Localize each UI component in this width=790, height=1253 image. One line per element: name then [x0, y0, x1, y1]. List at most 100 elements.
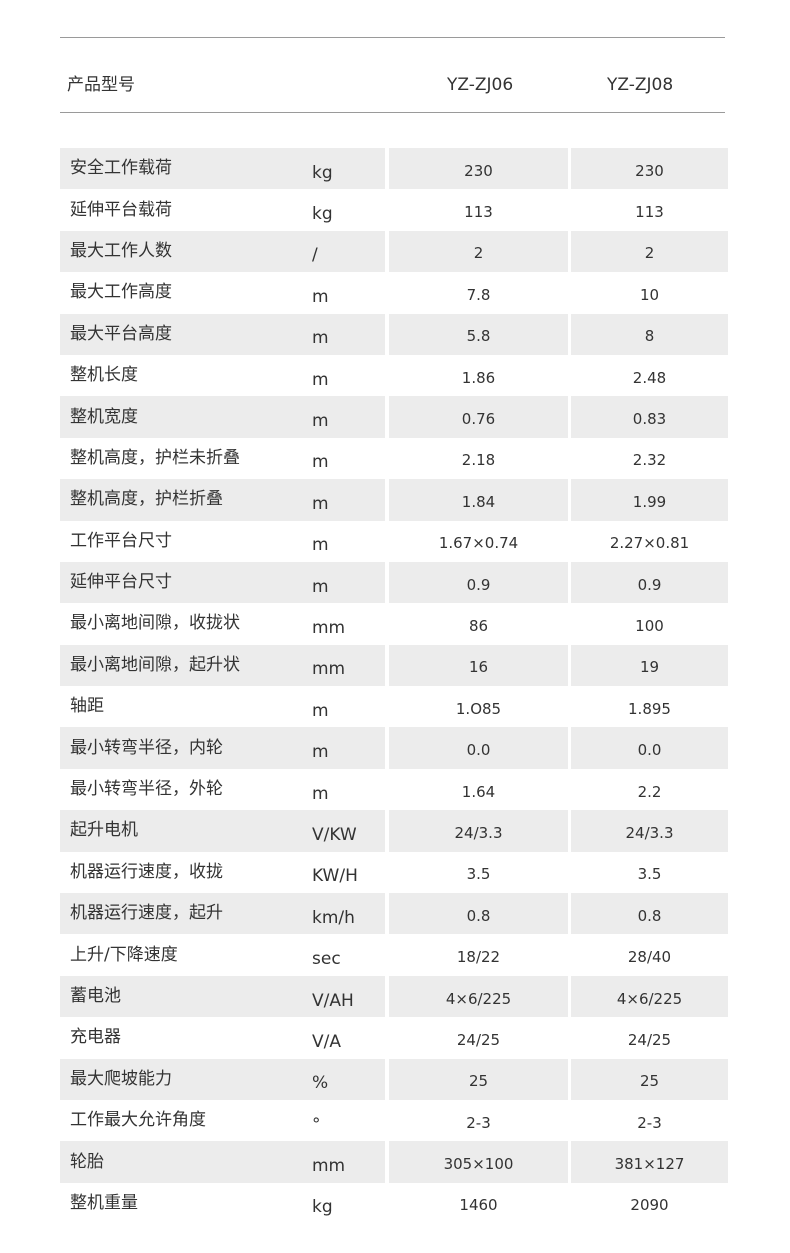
spec-name-cell: 整机高度，护栏折叠 m — [60, 479, 385, 521]
spec-value-model-2: 2.27×0.81 — [609, 534, 690, 553]
spec-name-cell: 机器运行速度，收拢 KW/H — [60, 852, 385, 893]
spec-row: 起升电机 V/KW 24/3.3 24/3.3 — [60, 810, 728, 852]
spec-name-cell: 最大平台高度 m — [60, 313, 385, 355]
spec-unit: m — [312, 700, 329, 721]
spec-unit: m — [312, 783, 329, 804]
spec-name: 整机长度 — [70, 365, 138, 386]
spec-name: 整机宽度 — [70, 406, 138, 427]
spec-name-cell: 延伸平台尺寸 m — [60, 561, 385, 604]
spec-name: 轮胎 — [70, 1151, 104, 1172]
spec-unit: / — [312, 245, 318, 266]
spec-unit: KW/H — [312, 866, 358, 887]
spec-value-model-2: 0.8 — [571, 893, 728, 935]
spec-value-model-2: 4×6/225 — [571, 975, 728, 1018]
spec-value-model-1: 0.9 — [389, 561, 568, 604]
spec-row: 最大爬坡能力% 25 25 — [60, 1058, 728, 1100]
spec-name-cell: 工作平台尺寸 m — [60, 521, 385, 562]
spec-value-model-1: 0.8 — [389, 893, 568, 935]
spec-value-model-1: 1.64 — [461, 782, 496, 801]
spec-value-model-1: 1.O85 — [455, 699, 502, 718]
spec-value-model-1: 0.0 — [389, 727, 568, 769]
spec-name-cell: 最大工作人数 / — [60, 230, 385, 273]
spec-name-cell: 工作最大允许角度 ° — [60, 1100, 385, 1141]
spec-value-model-1: 24/25 — [456, 1030, 501, 1049]
spec-name: 充电器 — [70, 1027, 121, 1048]
spec-name: 起升电机 — [70, 820, 138, 841]
spec-row: 整机宽度 m 0.76 0.83 — [60, 396, 728, 438]
spec-unit: m — [312, 493, 329, 514]
spec-unit: mm — [312, 659, 346, 680]
spec-value-model-1: 2 — [389, 230, 568, 273]
spec-row: 最小转弯半径，内轮 m 0.0 0.0 — [60, 727, 728, 769]
header-divider — [60, 112, 725, 113]
spec-table: 安全工作载荷 kg 230 230 延伸平台载荷 kg 113 113 最大工作人数/2 2 最大工… — [60, 148, 728, 1224]
spec-value-model-2: 2.32 — [632, 451, 667, 470]
spec-name: 上升/下降速度 — [70, 944, 178, 965]
spec-name: 机器运行速度，起升 — [70, 903, 223, 924]
spec-name-cell: 最小离地间隙，起升状 mm — [60, 644, 385, 687]
spec-row: 上升/下降速度 sec 18/22 28/40 — [60, 934, 728, 975]
spec-name: 延伸平台载荷 — [70, 199, 172, 220]
spec-row: 机器运行速度，收拢 KW/H 3.5 3.5 — [60, 852, 728, 893]
spec-row: 最小转弯半径，外轮 m 1.64 2.2 — [60, 769, 728, 810]
spec-name-cell: 最大工作高度 m — [60, 272, 385, 313]
spec-row: 延伸平台载荷 kg 113 113 — [60, 189, 728, 230]
spec-value-model-1: 24/3.3 — [389, 810, 568, 852]
spec-value-model-1: 1460 — [459, 1196, 498, 1215]
spec-value-model-1: 18/22 — [456, 948, 501, 967]
spec-row: 工作平台尺寸 m 1.67×0.74 2.27×0.81 — [60, 521, 728, 562]
spec-row: 安全工作载荷 kg 230 230 — [60, 148, 728, 190]
spec-row: 整机高度，护栏折叠 m 1.84 1.99 — [60, 479, 728, 521]
spec-name: 蓄电池 — [70, 986, 121, 1006]
spec-name: 最大爬坡能力 — [70, 1068, 172, 1089]
spec-name: 工作平台尺寸 — [70, 530, 172, 551]
spec-unit: % — [312, 1073, 329, 1094]
spec-name-cell: 蓄电池 V/AH — [60, 975, 385, 1018]
spec-name-cell: 整机长度 m — [60, 355, 385, 396]
spec-row: 机器运行速度，起升 km/h 0.8 0.8 — [60, 893, 728, 935]
spec-row: 轴距 m 1.O85 1.895 — [60, 686, 728, 727]
spec-name-cell: 轴距 m — [60, 686, 385, 727]
spec-value-model-2: 2 — [571, 230, 728, 273]
spec-value-model-2: 3.5 — [637, 865, 662, 884]
spec-value-model-1: 4×6/225 — [389, 975, 568, 1018]
spec-name: 整机高度，护栏折叠 — [70, 489, 223, 510]
spec-name-cell: 最大爬坡能力% — [60, 1058, 385, 1100]
spec-row: 整机重量 kg 1460 2090 — [60, 1183, 728, 1224]
spec-name-cell: 整机高度，护栏未折叠 m — [60, 438, 385, 479]
spec-name: 最小转弯半径，内轮 — [70, 737, 223, 758]
spec-value-model-2: 25 — [571, 1058, 728, 1100]
spec-value-model-2: 230 — [571, 148, 728, 190]
spec-value-model-1: 0.76 — [389, 396, 568, 438]
spec-row: 整机长度 m 1.86 2.48 — [60, 355, 728, 396]
spec-value-model-2: 28/40 — [627, 948, 672, 967]
spec-name: 整机高度，护栏未折叠 — [70, 447, 240, 468]
spec-value-model-2: 0.9 — [571, 561, 728, 604]
spec-value-model-1: 113 — [464, 203, 493, 222]
spec-unit: V/KW — [312, 824, 357, 845]
spec-row: 最大工作高度 m 7.8 10 — [60, 272, 728, 313]
spec-name-cell: 最小离地间隙，收拢状 mm — [60, 603, 385, 644]
spec-unit: kg — [312, 1197, 333, 1218]
spec-value-model-2: 1.895 — [628, 699, 671, 718]
spec-value-model-2: 24/3.3 — [571, 810, 728, 852]
spec-name: 轴距 — [70, 696, 104, 717]
spec-value-model-2: 19 — [571, 644, 728, 687]
spec-value-model-2: 2-3 — [637, 1113, 662, 1132]
spec-unit: kg — [312, 162, 333, 183]
spec-name: 最小离地间隙，起升状 — [70, 654, 240, 675]
spec-name: 最大工作人数 — [70, 240, 172, 261]
spec-value-model-2: 113 — [635, 203, 664, 222]
spec-unit: m — [312, 452, 329, 473]
spec-unit: mm — [312, 617, 346, 638]
spec-unit: m — [312, 328, 329, 349]
spec-name-cell: 起升电机 V/KW — [60, 810, 385, 852]
spec-name-cell: 延伸平台载荷 kg — [60, 189, 385, 230]
spec-unit: sec — [312, 949, 341, 970]
spec-value-model-1: 25 — [389, 1058, 568, 1100]
spec-unit: V/AH — [312, 990, 354, 1011]
spec-value-model-1: 86 — [468, 616, 489, 635]
spec-unit: km/h — [312, 907, 355, 928]
spec-value-model-2: 0.83 — [571, 396, 728, 438]
spec-value-model-2: 24/25 — [627, 1030, 672, 1049]
